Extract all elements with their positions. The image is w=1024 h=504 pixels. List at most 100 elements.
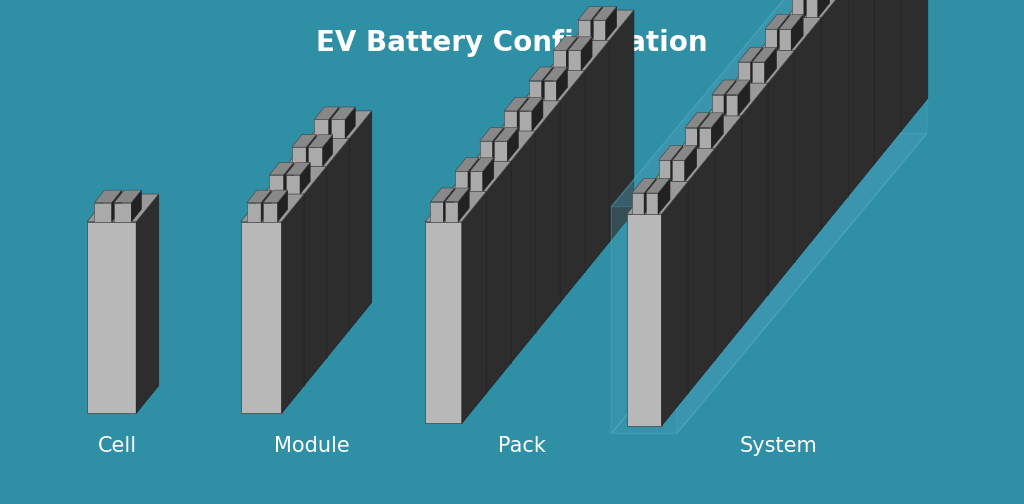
Polygon shape xyxy=(504,97,528,111)
Polygon shape xyxy=(241,194,304,222)
Bar xyxy=(806,0,818,18)
Bar xyxy=(528,81,542,101)
Polygon shape xyxy=(523,71,585,101)
Bar xyxy=(840,0,874,164)
Bar xyxy=(94,203,112,222)
Text: Cell: Cell xyxy=(98,436,137,456)
Polygon shape xyxy=(553,37,578,50)
Bar xyxy=(87,222,136,413)
Polygon shape xyxy=(263,190,288,203)
Bar xyxy=(331,119,345,139)
Polygon shape xyxy=(581,37,592,71)
Polygon shape xyxy=(531,97,543,131)
Bar xyxy=(114,203,131,222)
Polygon shape xyxy=(495,128,518,141)
Polygon shape xyxy=(712,80,736,95)
Polygon shape xyxy=(680,116,741,149)
Bar xyxy=(286,166,327,358)
Polygon shape xyxy=(425,192,486,222)
Bar xyxy=(627,214,662,426)
Bar xyxy=(241,222,282,413)
Bar xyxy=(632,193,644,214)
Polygon shape xyxy=(450,161,511,192)
Polygon shape xyxy=(345,107,355,139)
Polygon shape xyxy=(308,111,372,139)
Bar xyxy=(578,20,591,40)
Polygon shape xyxy=(511,131,536,363)
Polygon shape xyxy=(486,161,511,393)
Bar xyxy=(450,192,486,393)
Bar xyxy=(269,175,284,194)
Polygon shape xyxy=(323,135,333,166)
Polygon shape xyxy=(751,47,763,83)
Text: Pack: Pack xyxy=(499,436,546,456)
Bar xyxy=(314,119,329,139)
Polygon shape xyxy=(331,107,355,119)
Polygon shape xyxy=(760,18,821,50)
Polygon shape xyxy=(263,166,327,194)
Bar xyxy=(263,194,304,386)
Polygon shape xyxy=(468,158,479,192)
Polygon shape xyxy=(282,194,304,413)
Polygon shape xyxy=(685,113,710,128)
Polygon shape xyxy=(507,128,518,161)
Bar xyxy=(499,131,536,333)
Polygon shape xyxy=(286,162,310,175)
Polygon shape xyxy=(795,18,821,262)
Polygon shape xyxy=(685,146,696,181)
Polygon shape xyxy=(304,166,327,386)
Polygon shape xyxy=(306,135,316,166)
Polygon shape xyxy=(578,7,602,20)
Polygon shape xyxy=(519,97,543,111)
Polygon shape xyxy=(662,181,688,426)
Polygon shape xyxy=(779,15,803,29)
Polygon shape xyxy=(653,149,715,181)
Polygon shape xyxy=(566,37,578,71)
Polygon shape xyxy=(87,194,159,222)
Bar xyxy=(765,29,777,50)
Polygon shape xyxy=(542,67,553,101)
Polygon shape xyxy=(112,190,122,222)
Bar xyxy=(568,50,581,71)
Bar xyxy=(523,101,560,302)
Polygon shape xyxy=(443,188,455,222)
Polygon shape xyxy=(792,15,803,50)
Polygon shape xyxy=(671,146,683,181)
Bar xyxy=(479,141,493,161)
Bar xyxy=(673,160,685,181)
Polygon shape xyxy=(611,0,861,433)
Polygon shape xyxy=(479,128,504,141)
Bar xyxy=(308,139,349,330)
Bar xyxy=(572,40,609,242)
Polygon shape xyxy=(874,0,901,164)
Polygon shape xyxy=(712,113,723,149)
Polygon shape xyxy=(699,113,723,128)
Polygon shape xyxy=(627,181,688,214)
Polygon shape xyxy=(605,7,616,40)
Text: EV Battery Configuration: EV Battery Configuration xyxy=(316,29,708,57)
Polygon shape xyxy=(284,162,294,194)
Bar xyxy=(308,147,323,166)
Bar xyxy=(685,128,697,149)
Polygon shape xyxy=(349,111,372,330)
Bar xyxy=(712,95,724,116)
Bar xyxy=(445,202,458,222)
Polygon shape xyxy=(445,188,469,202)
Polygon shape xyxy=(556,67,567,101)
Polygon shape xyxy=(733,50,795,83)
Polygon shape xyxy=(753,47,776,62)
Polygon shape xyxy=(455,158,479,171)
Polygon shape xyxy=(658,178,670,214)
Polygon shape xyxy=(818,0,829,18)
Polygon shape xyxy=(658,146,683,160)
Polygon shape xyxy=(646,178,670,193)
Polygon shape xyxy=(430,188,455,202)
Bar xyxy=(786,18,821,229)
Bar xyxy=(653,181,688,393)
Bar xyxy=(495,141,507,161)
Polygon shape xyxy=(572,10,634,40)
Polygon shape xyxy=(786,0,848,18)
Bar xyxy=(470,171,482,192)
Bar xyxy=(753,62,765,83)
Polygon shape xyxy=(470,158,494,171)
